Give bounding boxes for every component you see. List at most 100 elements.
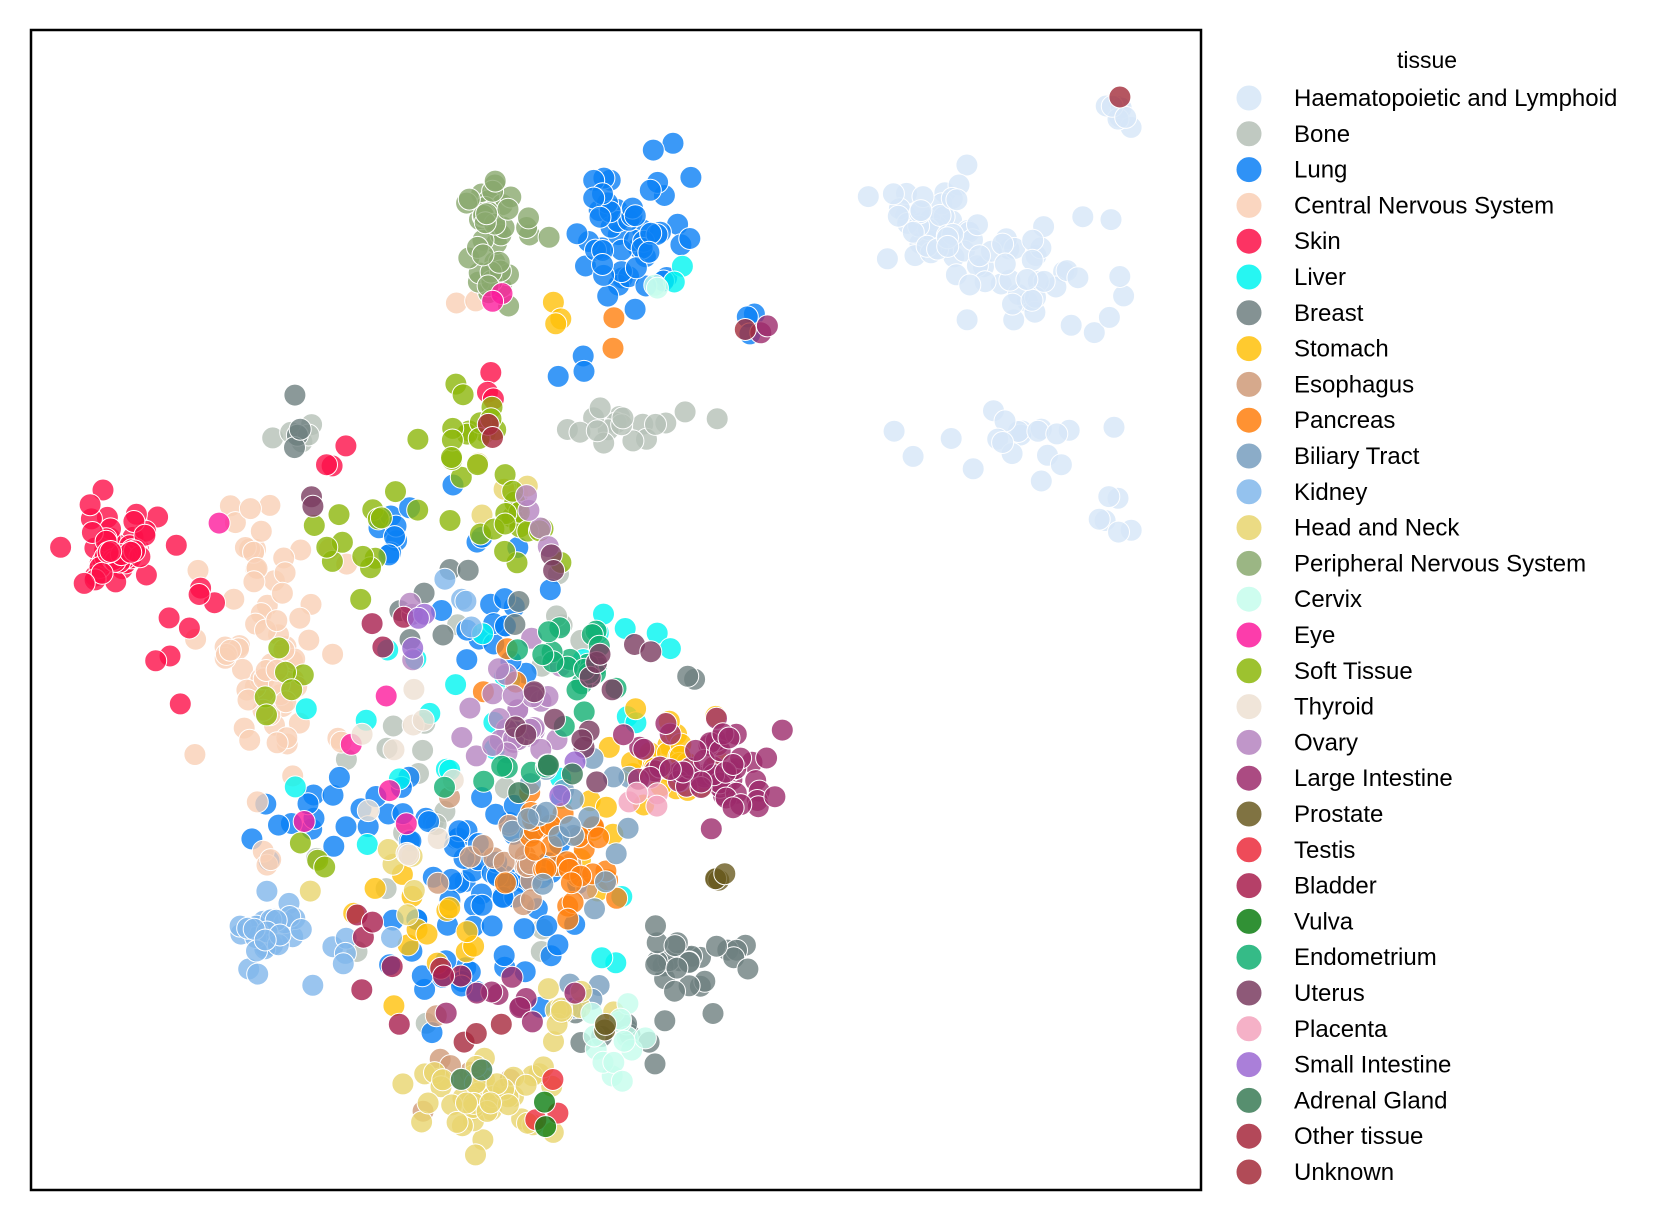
legend-marker [1235, 156, 1263, 184]
series-large-intestine [434, 314, 794, 1034]
data-point [396, 903, 420, 927]
legend-item: Kidney [1235, 478, 1367, 506]
legend: tissue Haematopoietic and Lymphoid Bone Lu… [1235, 47, 1617, 1186]
series-vulva [533, 1090, 558, 1139]
legend-marker [1235, 800, 1263, 828]
data-point [288, 606, 312, 630]
data-point [255, 703, 278, 727]
data-point [493, 871, 517, 895]
data-point [536, 753, 560, 777]
data-point [380, 955, 404, 979]
data-point [531, 872, 555, 896]
legend-item: Ovary [1235, 728, 1358, 756]
legend-marker [1235, 263, 1263, 291]
data-point [1114, 105, 1138, 129]
data-point [360, 612, 384, 636]
data-point [909, 199, 933, 223]
legend-marker [1235, 764, 1263, 792]
data-point [612, 1029, 636, 1053]
data-point [361, 910, 384, 934]
data-point [1112, 284, 1136, 308]
data-point [663, 979, 686, 1003]
data-point [699, 817, 723, 841]
legend-marker [1235, 872, 1263, 900]
data-point [479, 1091, 502, 1115]
data-point [638, 178, 662, 202]
data-point [733, 318, 757, 341]
data-point [512, 917, 536, 941]
data-point [590, 946, 614, 970]
data-point [602, 306, 626, 330]
data-point [265, 731, 289, 755]
data-point [770, 718, 794, 742]
data-point [1099, 208, 1123, 232]
data-point [958, 273, 982, 297]
legend-marker [1235, 370, 1263, 398]
data-point [624, 256, 648, 280]
data-point [433, 567, 457, 591]
data-point [612, 723, 635, 747]
data-point [875, 247, 899, 271]
data-point [464, 1022, 488, 1045]
data-point [605, 886, 629, 910]
legend-item: Skin [1235, 227, 1341, 255]
series-cervix [580, 273, 669, 1093]
legend-marker [1235, 514, 1263, 542]
data-point [255, 879, 279, 903]
data-point [415, 922, 439, 946]
data-point [588, 205, 612, 229]
legend-label: Unknown [1294, 1159, 1394, 1186]
data-point [471, 243, 495, 267]
data-point [736, 957, 760, 981]
legend-label: Thyroid [1294, 694, 1374, 721]
data-point [583, 897, 606, 921]
data-point [369, 506, 393, 530]
data-point [402, 879, 426, 902]
data-point [643, 1052, 667, 1076]
legend-label: Haematopoietic and Lymphoid [1294, 85, 1617, 112]
data-point [384, 480, 407, 504]
data-point [242, 570, 266, 594]
data-point [406, 498, 430, 522]
data-point [658, 637, 682, 661]
data-point [1087, 507, 1111, 531]
data-point [493, 539, 517, 563]
data-point [961, 457, 985, 481]
data-point [444, 291, 468, 315]
data-point [763, 785, 787, 809]
data-point [755, 314, 779, 338]
data-point [157, 606, 181, 630]
legend-item: Haematopoietic and Lymphoid [1235, 84, 1617, 112]
legend-item: Adrenal Gland [1235, 1086, 1447, 1114]
data-point [556, 907, 580, 931]
data-point [594, 1012, 617, 1036]
legend-marker [1235, 1051, 1263, 1079]
data-point [444, 673, 468, 697]
data-point [451, 383, 475, 407]
data-point [1029, 469, 1053, 493]
legend-marker [1235, 693, 1263, 721]
legend-item: Bladder [1235, 872, 1377, 900]
data-point [292, 810, 316, 833]
data-point [661, 131, 685, 155]
data-point [653, 1009, 677, 1033]
legend-label: Bladder [1294, 873, 1377, 900]
legend-label: Bone [1294, 121, 1350, 148]
legend-marker [1235, 943, 1263, 971]
legend-label: Head and Neck [1294, 515, 1460, 542]
data-point [222, 587, 246, 611]
data-point [594, 870, 617, 894]
data-point [313, 855, 337, 879]
data-point [471, 834, 495, 857]
data-point [717, 726, 741, 750]
data-point [454, 589, 478, 613]
legend-label: Testis [1294, 837, 1355, 864]
data-point [601, 336, 625, 360]
data-point [534, 1115, 558, 1139]
data-point [187, 583, 211, 606]
data-point [411, 708, 435, 732]
data-point [246, 962, 270, 986]
legend-label: Central Nervous System [1294, 192, 1554, 219]
data-point [1001, 292, 1024, 316]
